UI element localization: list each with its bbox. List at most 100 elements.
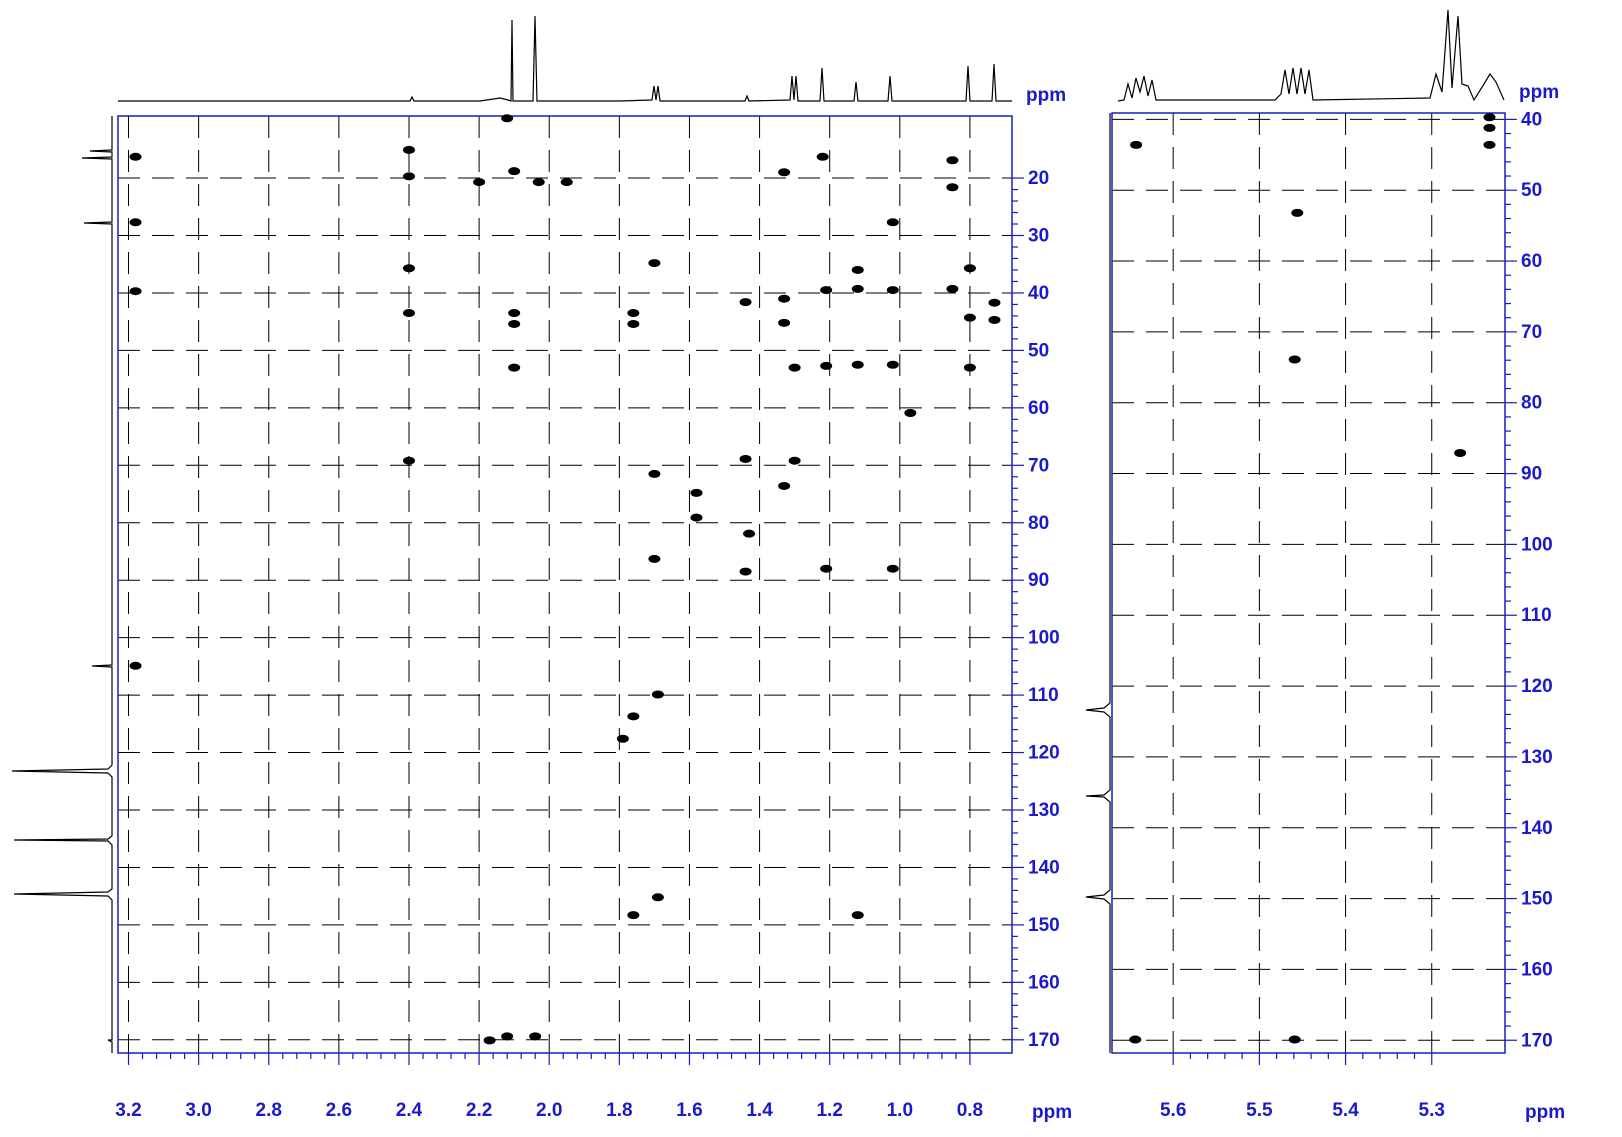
cross-peak <box>739 454 752 463</box>
cross-peak <box>988 315 1001 324</box>
x-tick-label: 2.6 <box>326 1100 352 1121</box>
cross-peak <box>963 264 976 273</box>
cross-peak <box>501 114 514 123</box>
top-right-projection <box>1117 9 1505 102</box>
y-tick-label: 160 <box>1521 959 1553 980</box>
y-tick-label: 90 <box>1028 570 1049 591</box>
top-projection <box>118 15 1012 102</box>
y-tick-label: 140 <box>1521 818 1553 839</box>
cross-peak <box>788 456 801 465</box>
x-tick-label: 2.4 <box>396 1100 423 1121</box>
cross-peak <box>473 178 486 187</box>
y-axis-label: ppm <box>1519 82 1559 103</box>
cross-peak <box>501 1032 514 1041</box>
cross-peak <box>648 554 661 563</box>
x-tick-label: 1.4 <box>746 1100 773 1121</box>
cross-peak <box>483 1036 496 1045</box>
cross-peak <box>1454 449 1467 458</box>
cross-peak <box>851 265 864 274</box>
cross-peak <box>129 287 142 296</box>
y-tick-label: 140 <box>1028 857 1060 878</box>
y-tick-label: 70 <box>1028 455 1049 476</box>
cross-peak <box>1288 355 1301 364</box>
cross-peak <box>651 690 664 699</box>
cross-peak <box>616 734 629 743</box>
y-tick-label: 20 <box>1028 168 1049 189</box>
x-tick-label: 1.0 <box>887 1100 913 1121</box>
y-tick-label: 40 <box>1028 283 1049 304</box>
x-tick-label: 5.5 <box>1246 1100 1273 1121</box>
y-tick-label: 110 <box>1028 685 1059 706</box>
cross-peak <box>1483 123 1496 132</box>
plot-frame <box>1111 112 1506 1054</box>
cross-peak <box>402 309 415 318</box>
cross-peak <box>778 294 791 303</box>
y-tick-label: 130 <box>1028 800 1060 821</box>
cross-peak <box>851 360 864 369</box>
cross-peak <box>508 363 521 372</box>
cross-peak <box>529 1032 542 1041</box>
cross-peak <box>963 313 976 322</box>
cross-peak <box>508 167 521 176</box>
y-tick-label: 30 <box>1028 226 1049 247</box>
cross-peak <box>743 529 756 538</box>
cross-peak <box>1129 1035 1142 1044</box>
cross-peak <box>651 893 664 902</box>
y-tick-label: 170 <box>1521 1030 1553 1051</box>
cross-peak <box>963 363 976 372</box>
x-tick-label: 5.3 <box>1419 1100 1445 1121</box>
cross-peak <box>508 309 521 318</box>
cross-peak <box>1483 140 1496 149</box>
y-tick-label: 50 <box>1028 340 1049 361</box>
cross-peak <box>778 481 791 490</box>
cross-peak <box>1291 208 1304 217</box>
cross-peak <box>129 218 142 227</box>
right-left-projection <box>1085 113 1111 1053</box>
cross-peak <box>788 363 801 372</box>
cross-peak <box>886 218 899 227</box>
x-tick-label: 2.2 <box>466 1100 492 1121</box>
left-projection <box>11 116 113 1053</box>
y-tick-label: 70 <box>1521 322 1542 343</box>
x-tick-label: 5.6 <box>1160 1100 1186 1121</box>
cross-peak <box>627 319 640 328</box>
x-tick-label: 2.0 <box>536 1100 562 1121</box>
cross-peak <box>560 178 573 187</box>
cross-peak <box>402 456 415 465</box>
cross-peak <box>851 911 864 920</box>
x-axis-label: ppm <box>1032 1102 1072 1123</box>
x-tick-label: 2.8 <box>256 1100 282 1121</box>
y-tick-label: 60 <box>1028 398 1049 419</box>
cross-peak <box>508 319 521 328</box>
x-tick-label: 1.8 <box>606 1100 632 1121</box>
cross-peak <box>690 488 703 497</box>
x-tick-label: 3.0 <box>185 1100 211 1121</box>
y-tick-label: 60 <box>1521 251 1542 272</box>
cross-peak <box>778 168 791 177</box>
y-tick-label: 150 <box>1521 889 1553 910</box>
cross-peak <box>402 145 415 154</box>
cross-peak <box>648 469 661 478</box>
cross-peak <box>886 360 899 369</box>
y-tick-label: 50 <box>1521 180 1542 201</box>
cross-peak <box>1130 140 1143 149</box>
y-tick-label: 160 <box>1028 972 1060 993</box>
cross-peak <box>627 911 640 920</box>
cross-peak <box>648 259 661 268</box>
y-tick-label: 100 <box>1521 534 1553 555</box>
cross-peak <box>739 567 752 576</box>
x-tick-label: 1.2 <box>816 1100 842 1121</box>
x-tick-label: 3.2 <box>115 1100 141 1121</box>
cross-peak <box>851 284 864 293</box>
cross-peak <box>1483 113 1496 122</box>
projections <box>11 9 1505 1053</box>
x-axis-label: ppm <box>1525 1102 1565 1123</box>
cross-peak <box>886 564 899 573</box>
y-tick-label: 120 <box>1028 743 1060 764</box>
plot-frame <box>117 115 1013 1054</box>
cross-peak <box>532 178 545 187</box>
cross-peak <box>778 318 791 327</box>
y-tick-label: 150 <box>1028 915 1060 936</box>
x-tick-label: 1.6 <box>676 1100 702 1121</box>
